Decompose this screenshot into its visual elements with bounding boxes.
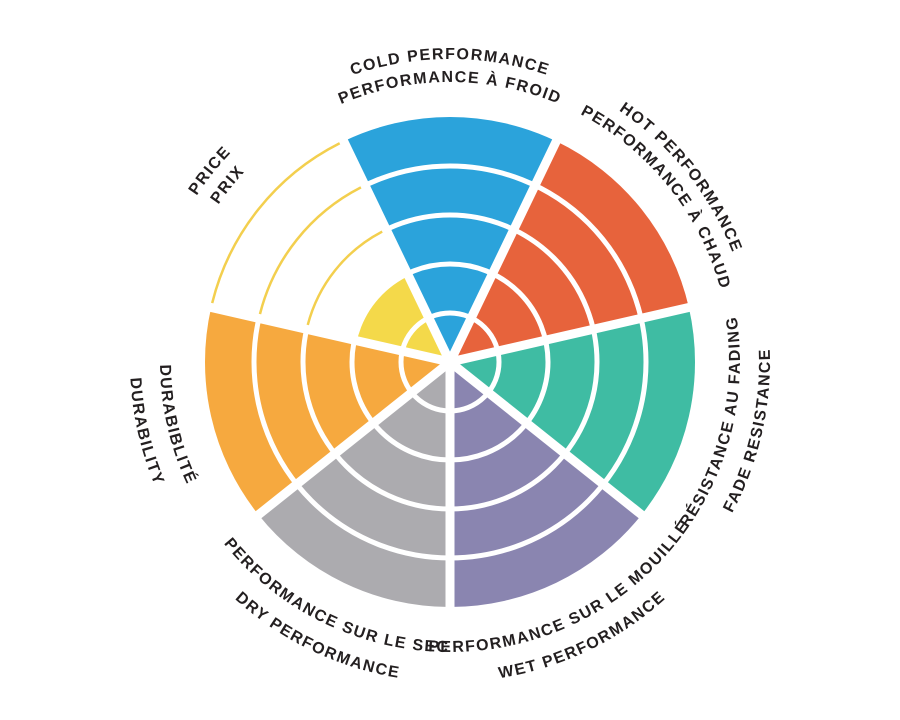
sector-gap-line-2: [447, 358, 650, 523]
sector-label-text-durability-fr: DURABIBLITÉ: [156, 364, 200, 487]
sector-durability: [204, 307, 450, 515]
sector-wet: [450, 362, 642, 607]
sector-cold: [343, 117, 557, 362]
sector-gap-line-5: [204, 301, 452, 367]
sector-dry: [258, 362, 450, 607]
sector-gap-line-0: [445, 133, 563, 364]
sector-fade: [450, 307, 695, 515]
outline-arcs-layer: [210, 142, 383, 326]
sector-label-cold-fr: PERFORMANCE À FROID: [336, 69, 564, 108]
sector-gap-line-1: [448, 301, 696, 367]
unfilled-ring-outline-price-4: [258, 186, 362, 315]
sector-hot: [450, 141, 689, 362]
wedges-layer: [204, 117, 695, 607]
sector-label-text-cold-fr: PERFORMANCE À FROID: [336, 69, 562, 108]
sector-gap-line-4: [250, 358, 453, 523]
dividers-layer: [204, 133, 696, 613]
sector-label-durability-fr: DURABIBLITÉ: [156, 364, 201, 487]
sector-gap-line-6: [337, 133, 455, 364]
unfilled-ring-outline-price-3: [306, 230, 383, 326]
unfilled-ring-outline-price-5: [210, 142, 341, 304]
